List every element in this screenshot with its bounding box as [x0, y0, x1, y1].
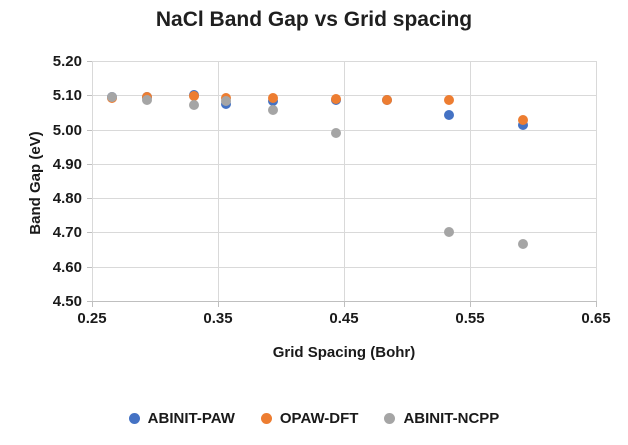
legend-marker-icon: [260, 412, 272, 424]
v-gridline: [92, 61, 93, 301]
data-point-abinit-ncpp: [517, 238, 528, 249]
y-tick-label: 4.60: [52, 258, 82, 276]
data-point-abinit-ncpp: [142, 95, 153, 106]
legend: ABINIT-PAW OPAW-DFT ABINIT-NCPP: [0, 405, 628, 431]
legend-marker-icon: [128, 412, 140, 424]
data-point-opaw-dft: [331, 93, 342, 104]
data-point-abinit-ncpp: [268, 105, 279, 116]
data-point-opaw-dft: [517, 115, 528, 126]
x-tick-mark: [344, 302, 345, 307]
legend-label: ABINIT-PAW: [147, 409, 235, 427]
y-tick-label: 5.20: [52, 53, 82, 70]
v-gridline: [218, 61, 219, 301]
data-point-abinit-ncpp: [220, 96, 231, 107]
y-tick-label: 5.10: [52, 87, 82, 105]
x-tick-mark: [596, 302, 597, 307]
legend-item-abinit-ncpp: ABINIT-NCPP: [384, 410, 499, 427]
x-tick-mark: [470, 302, 471, 307]
x-tick-label: 0.35: [203, 310, 233, 327]
legend-item-opaw-dft: OPAW-DFT: [260, 409, 359, 427]
y-tick-label: 4.70: [52, 224, 82, 242]
y-tick-label: 5.00: [52, 121, 82, 139]
data-point-opaw-dft: [268, 92, 279, 103]
y-tick-mark: [87, 61, 92, 62]
v-gridline: [596, 61, 597, 301]
data-point-abinit-ncpp: [443, 227, 454, 238]
x-axis-title: Grid Spacing (Bohr): [272, 344, 416, 361]
x-axis-line: [92, 301, 597, 302]
y-tick-label: 4.80: [52, 190, 82, 208]
y-tick-mark: [87, 198, 92, 200]
y-tick-mark: [87, 163, 92, 165]
data-point-abinit-ncpp: [107, 91, 118, 102]
data-point-abinit-ncpp: [331, 128, 342, 138]
legend-item-abinit-paw: ABINIT-PAW: [128, 409, 235, 427]
y-tick-label: 4.90: [52, 155, 82, 173]
chart-title: NaCl Band Gap vs Grid spacing: [155, 8, 473, 31]
x-tick-label: 0.45: [329, 310, 359, 327]
y-tick-mark: [87, 232, 92, 234]
data-point-abinit-paw: [517, 120, 528, 131]
legend-label: OPAW-DFT: [279, 409, 359, 427]
legend-label: ABINIT-NCPP: [403, 409, 500, 427]
y-tick-mark: [87, 301, 92, 302]
y-tick-mark: [87, 95, 92, 97]
data-point-abinit-ncpp: [189, 99, 200, 110]
v-gridline: [470, 61, 471, 301]
x-tick-mark: [92, 302, 93, 307]
plot-area: [92, 61, 597, 302]
x-tick-mark: [218, 302, 219, 307]
data-point-opaw-dft: [189, 90, 200, 101]
x-tick-label: 0.55: [455, 310, 485, 327]
y-tick-label: 4.50: [52, 293, 82, 310]
y-tick-mark: [87, 129, 92, 131]
y-tick-mark: [87, 266, 92, 268]
v-gridline: [344, 61, 345, 301]
data-point-opaw-dft: [381, 95, 392, 106]
x-tick-label: 0.65: [581, 310, 611, 327]
data-point-opaw-dft: [443, 95, 454, 106]
legend-marker-icon: [384, 412, 396, 424]
x-tick-label: 0.25: [77, 310, 107, 327]
data-point-abinit-paw: [443, 110, 454, 121]
